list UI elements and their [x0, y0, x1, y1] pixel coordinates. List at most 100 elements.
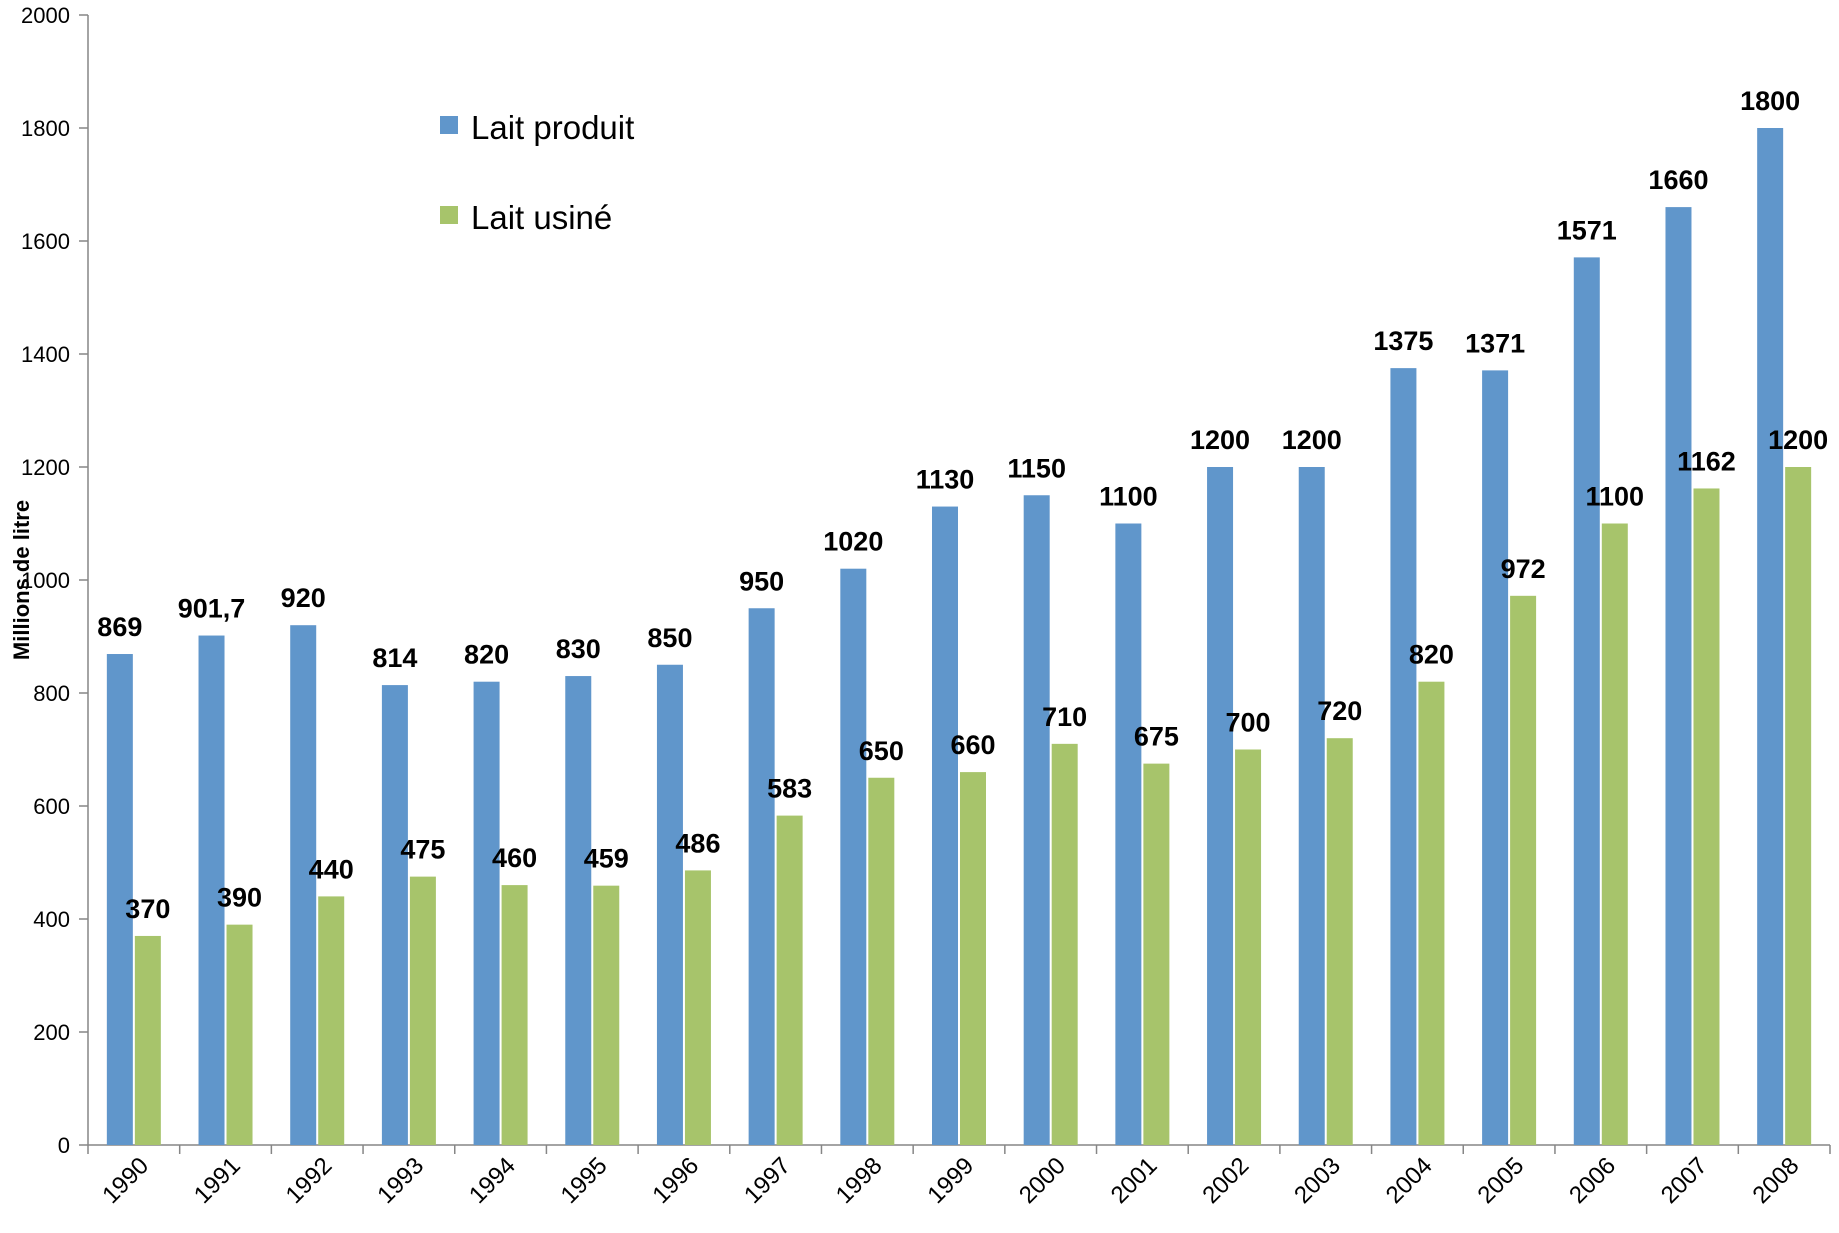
- x-category-label: 2008: [1748, 1152, 1805, 1209]
- data-label: 1371: [1465, 328, 1525, 358]
- x-category-label: 2001: [1106, 1152, 1163, 1209]
- data-label: 1100: [1099, 482, 1158, 512]
- bar-lait-usiné: [1326, 738, 1353, 1145]
- bar-lait-produit: [1757, 128, 1784, 1145]
- bar-lait-usiné: [1418, 681, 1445, 1145]
- bar-lait-produit: [1665, 207, 1692, 1146]
- data-label: 1150: [1007, 453, 1066, 483]
- x-category-label: 1991: [189, 1152, 246, 1209]
- bar-lait-produit: [473, 681, 500, 1145]
- legend-swatch: [440, 206, 458, 224]
- bar-lait-produit: [106, 654, 133, 1145]
- x-category-label: 2004: [1381, 1152, 1438, 1209]
- bar-lait-produit: [1023, 495, 1050, 1145]
- y-tick-label: 1800: [21, 116, 70, 141]
- bar-lait-produit: [1115, 523, 1142, 1145]
- bar-lait-usiné: [776, 815, 803, 1145]
- bar-lait-usiné: [134, 935, 161, 1145]
- x-category-label: 2000: [1014, 1152, 1071, 1209]
- bar-lait-produit: [381, 685, 408, 1145]
- bar-lait-usiné: [1693, 488, 1720, 1146]
- y-axis-title: Millions de litre: [9, 500, 34, 660]
- data-label: 850: [647, 623, 692, 653]
- x-category-label: 2002: [1197, 1152, 1254, 1209]
- legend-label: Lait usiné: [471, 199, 612, 236]
- x-category-label: 2005: [1473, 1152, 1530, 1209]
- data-label: 1200: [1282, 425, 1342, 455]
- data-label: 390: [217, 883, 262, 913]
- bar-lait-usiné: [1601, 523, 1628, 1145]
- legend-label: Lait produit: [471, 109, 634, 146]
- bar-lait-usiné: [1051, 743, 1078, 1145]
- bar-lait-usiné: [318, 896, 345, 1145]
- data-label: 370: [125, 894, 170, 924]
- bar-lait-usiné: [501, 885, 528, 1145]
- x-category-label: 2006: [1564, 1152, 1621, 1209]
- bar-lait-produit: [932, 506, 958, 1145]
- bar-lait-produit: [1298, 467, 1325, 1145]
- bar-lait-produit: [1207, 467, 1234, 1145]
- bar-lait-usiné: [1510, 595, 1537, 1145]
- data-label: 820: [1409, 640, 1454, 670]
- bar-lait-usiné: [593, 885, 620, 1145]
- x-category-label: 1992: [281, 1152, 338, 1209]
- data-label: 486: [675, 828, 720, 858]
- bar-lait-usiné: [1143, 763, 1170, 1145]
- x-category-label: 1997: [739, 1152, 796, 1209]
- data-label: 920: [281, 583, 326, 613]
- x-category-label: 2003: [1289, 1152, 1346, 1209]
- x-category-label: 1998: [831, 1152, 888, 1209]
- data-label: 650: [859, 736, 904, 766]
- data-label: 901,7: [178, 594, 246, 624]
- bar-lait-usiné: [1785, 467, 1812, 1145]
- data-label: 460: [492, 843, 537, 873]
- y-tick-label: 1400: [21, 342, 70, 367]
- data-label: 1375: [1373, 326, 1433, 356]
- x-category-label: 1993: [372, 1152, 429, 1209]
- data-label: 1130: [916, 465, 975, 495]
- x-category-label: 1994: [464, 1152, 521, 1209]
- x-category-label: 1995: [556, 1152, 613, 1209]
- data-labels-layer: 869 901,7 920 814 820 830 850 950 1020 1130 1150 11…: [97, 86, 1828, 924]
- bar-lait-produit: [198, 635, 225, 1145]
- bar-lait-produit: [290, 625, 317, 1145]
- data-label: 820: [464, 640, 509, 670]
- x-category-label: 1990: [97, 1152, 154, 1209]
- bar-lait-usiné: [960, 772, 986, 1145]
- y-tick-label: 2000: [21, 3, 70, 28]
- legend: Lait produit Lait usiné: [440, 109, 634, 236]
- data-label: 583: [767, 774, 812, 804]
- data-label: 1660: [1648, 165, 1708, 195]
- y-tick-label: 400: [33, 907, 70, 932]
- bar-lait-usiné: [226, 924, 253, 1145]
- x-category-label: 1996: [647, 1152, 704, 1209]
- data-label: 710: [1042, 702, 1087, 732]
- y-tick-label: 800: [33, 681, 70, 706]
- y-tick-label: 1600: [21, 229, 70, 254]
- legend-swatch: [440, 116, 458, 134]
- data-label: 440: [309, 854, 354, 884]
- bar-lait-usiné: [1235, 749, 1262, 1145]
- x-category-label: 1999: [922, 1152, 979, 1209]
- data-label: 1800: [1740, 86, 1800, 116]
- bar-lait-produit: [840, 568, 867, 1145]
- data-label: 869: [97, 612, 142, 642]
- bar-lait-usiné: [868, 777, 895, 1145]
- bar-lait-usiné: [684, 870, 711, 1145]
- y-tick-label: 1000: [21, 568, 70, 593]
- data-label: 830: [556, 634, 601, 664]
- x-category-label: 2007: [1656, 1152, 1713, 1209]
- data-label: 660: [950, 730, 995, 760]
- data-label: 1200: [1190, 425, 1250, 455]
- data-label: 459: [584, 844, 629, 874]
- bar-lait-produit: [656, 664, 683, 1145]
- bar-lait-produit: [1390, 368, 1417, 1145]
- y-tick-label: 600: [33, 794, 70, 819]
- data-label: 1200: [1768, 425, 1828, 455]
- data-label: 972: [1501, 554, 1546, 584]
- y-tick-label: 200: [33, 1020, 70, 1045]
- bars-layer: [106, 128, 1812, 1146]
- data-label: 1571: [1557, 215, 1617, 245]
